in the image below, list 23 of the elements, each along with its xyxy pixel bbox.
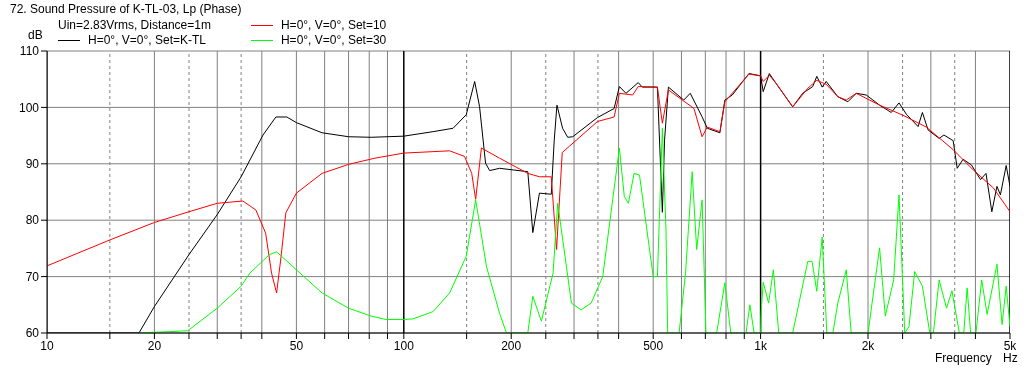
chart-title: 72. Sound Pressure of K-TL-03, Lp (Phase) xyxy=(10,2,242,16)
text: Hz xyxy=(1003,351,1018,365)
y-tick-label: 80 xyxy=(25,213,40,228)
chart-subtitle: Uin=2.83Vrms, Distance=1m xyxy=(58,18,211,32)
x-tick-label: 2k xyxy=(861,338,876,353)
x-axis-title: Frequency xyxy=(935,351,992,365)
legend-label: H=0°, V=0°, Set=K-TL xyxy=(88,33,206,47)
y-tick-label: 110 xyxy=(19,44,40,59)
x-tick-label: 100 xyxy=(393,338,415,353)
y-axis-title: dB xyxy=(28,28,43,42)
x-tick-label: 20 xyxy=(147,338,162,353)
x-tick-label: 200 xyxy=(501,338,522,353)
y-tick-label: 60 xyxy=(25,326,40,341)
y-tick-label: 70 xyxy=(25,269,40,284)
legend-label: H=0°, V=0°, Set=30 xyxy=(280,33,387,47)
x-tick-label: 1k xyxy=(754,338,768,353)
y-tick-label: 100 xyxy=(18,100,40,115)
x-tick-label: 500 xyxy=(643,338,664,353)
x-tick-label: 5k xyxy=(1003,338,1018,353)
x-tick-label: 50 xyxy=(289,338,304,353)
legend-label: H=0°, V=0°, Set=10 xyxy=(280,18,387,32)
y-tick-label: 90 xyxy=(25,157,40,172)
x-tick-label: 10 xyxy=(40,338,54,353)
